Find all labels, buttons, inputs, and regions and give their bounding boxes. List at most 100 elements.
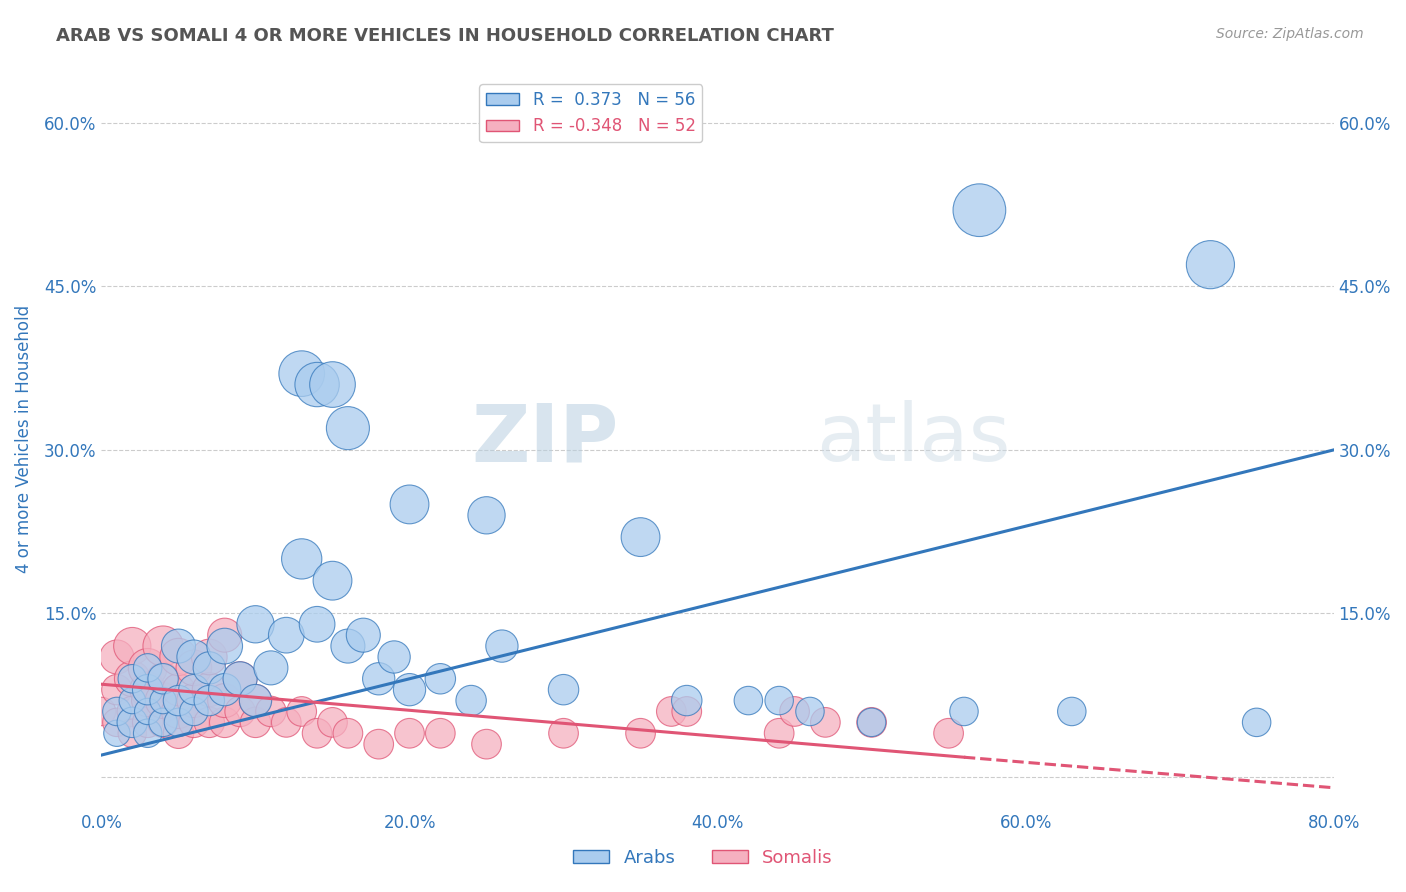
Point xyxy=(336,639,359,653)
Point xyxy=(121,693,143,707)
Point xyxy=(121,715,143,730)
Point xyxy=(276,628,298,642)
Point xyxy=(307,377,329,392)
Point xyxy=(245,693,267,707)
Point xyxy=(167,650,190,665)
Point xyxy=(152,639,174,653)
Text: ARAB VS SOMALI 4 OR MORE VEHICLES IN HOUSEHOLD CORRELATION CHART: ARAB VS SOMALI 4 OR MORE VEHICLES IN HOU… xyxy=(56,27,834,45)
Text: atlas: atlas xyxy=(815,400,1011,478)
Point xyxy=(121,639,143,653)
Point xyxy=(1246,715,1268,730)
Point xyxy=(229,672,252,686)
Point xyxy=(229,672,252,686)
Point xyxy=(183,682,205,697)
Point xyxy=(799,705,821,719)
Point xyxy=(198,715,221,730)
Point xyxy=(198,693,221,707)
Point xyxy=(336,726,359,740)
Point xyxy=(167,682,190,697)
Point xyxy=(1199,258,1222,272)
Point xyxy=(969,203,991,218)
Point xyxy=(291,705,314,719)
Point xyxy=(659,705,682,719)
Point xyxy=(152,715,174,730)
Point xyxy=(136,726,159,740)
Point xyxy=(229,705,252,719)
Point xyxy=(167,693,190,707)
Point xyxy=(398,682,420,697)
Point xyxy=(136,682,159,697)
Point xyxy=(214,639,236,653)
Point xyxy=(136,705,159,719)
Point xyxy=(121,672,143,686)
Point xyxy=(429,672,451,686)
Point xyxy=(198,682,221,697)
Point xyxy=(90,705,112,719)
Legend: R =  0.373   N = 56, R = -0.348   N = 52: R = 0.373 N = 56, R = -0.348 N = 52 xyxy=(479,84,703,142)
Text: ZIP: ZIP xyxy=(472,400,619,478)
Point xyxy=(245,617,267,632)
Point xyxy=(214,693,236,707)
Point xyxy=(152,715,174,730)
Point xyxy=(245,693,267,707)
Point xyxy=(367,737,389,751)
Point xyxy=(183,705,205,719)
Text: Source: ZipAtlas.com: Source: ZipAtlas.com xyxy=(1216,27,1364,41)
Point xyxy=(121,726,143,740)
Point xyxy=(321,574,343,588)
Point xyxy=(675,705,697,719)
Point xyxy=(321,715,343,730)
Point xyxy=(183,650,205,665)
Point xyxy=(307,726,329,740)
Point xyxy=(475,508,498,523)
Point xyxy=(183,661,205,675)
Point xyxy=(367,672,389,686)
Point xyxy=(336,421,359,435)
Y-axis label: 4 or more Vehicles in Household: 4 or more Vehicles in Household xyxy=(15,305,32,573)
Point xyxy=(105,650,128,665)
Point xyxy=(183,715,205,730)
Point xyxy=(1060,705,1083,719)
Point xyxy=(630,726,652,740)
Point xyxy=(121,705,143,719)
Point xyxy=(136,661,159,675)
Point xyxy=(136,682,159,697)
Point xyxy=(198,650,221,665)
Point xyxy=(198,661,221,675)
Point xyxy=(214,628,236,642)
Point xyxy=(136,661,159,675)
Point xyxy=(307,617,329,632)
Point xyxy=(245,715,267,730)
Point xyxy=(630,530,652,544)
Point xyxy=(491,639,513,653)
Point xyxy=(121,672,143,686)
Point xyxy=(105,705,128,719)
Point xyxy=(783,705,806,719)
Point xyxy=(152,693,174,707)
Point xyxy=(398,497,420,511)
Point xyxy=(276,715,298,730)
Point xyxy=(553,682,575,697)
Point xyxy=(105,682,128,697)
Point xyxy=(768,693,790,707)
Point xyxy=(167,726,190,740)
Point xyxy=(382,650,405,665)
Point xyxy=(475,737,498,751)
Point xyxy=(860,715,883,730)
Point xyxy=(152,672,174,686)
Point xyxy=(429,726,451,740)
Point xyxy=(953,705,976,719)
Point xyxy=(675,693,697,707)
Point xyxy=(814,715,837,730)
Point xyxy=(152,693,174,707)
Point xyxy=(352,628,374,642)
Point xyxy=(860,715,883,730)
Point xyxy=(214,682,236,697)
Legend: Arabs, Somalis: Arabs, Somalis xyxy=(567,842,839,874)
Point xyxy=(214,715,236,730)
Point xyxy=(105,715,128,730)
Point xyxy=(260,661,283,675)
Point xyxy=(291,367,314,381)
Point xyxy=(167,715,190,730)
Point xyxy=(167,705,190,719)
